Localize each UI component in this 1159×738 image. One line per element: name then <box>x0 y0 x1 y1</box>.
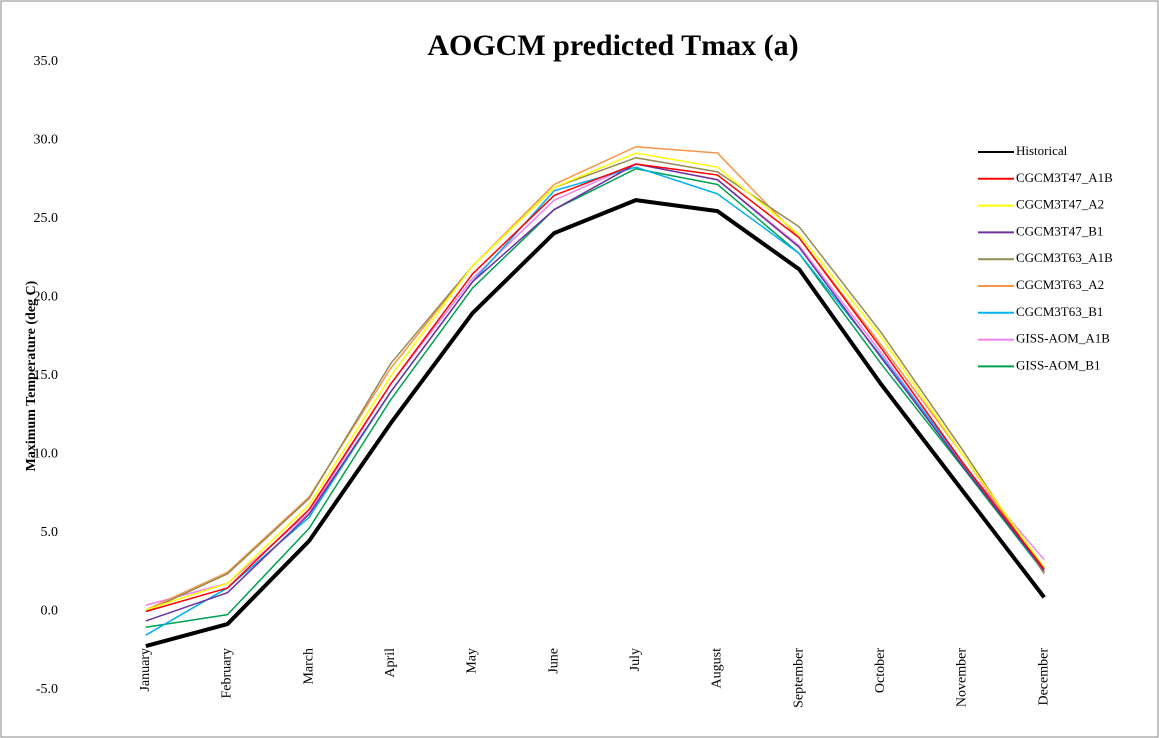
y-tick-label: 25.0 <box>34 211 59 226</box>
x-tick-label: August <box>710 648 725 689</box>
y-axis-label: Maximum Temperature (deg C) <box>24 280 39 471</box>
y-tick-label: 10.0 <box>34 447 59 462</box>
x-tick-label: June <box>546 648 561 674</box>
legend-label: CGCM3T47_B1 <box>1016 223 1103 238</box>
x-tick-label: March <box>301 648 316 685</box>
series-line <box>145 146 1045 611</box>
legend-label: CGCM3T63_A1B <box>1016 250 1113 265</box>
x-tick-label: December <box>1036 648 1051 706</box>
legend-label: GISS-AOM_A1B <box>1016 331 1110 346</box>
series-line <box>145 157 1045 613</box>
x-tick-label: January <box>138 648 153 692</box>
y-tick-label: 20.0 <box>34 290 59 305</box>
legend-label: CGCM3T63_B1 <box>1016 304 1103 319</box>
x-tick-label: February <box>220 648 235 699</box>
series-line <box>145 163 1045 613</box>
series-line <box>145 198 1046 648</box>
series-line <box>145 168 1045 628</box>
y-tick-label: 35.0 <box>34 54 59 69</box>
x-tick-label: May <box>465 648 480 674</box>
x-tick-label: April <box>383 648 398 678</box>
y-tick-label: -5.0 <box>36 682 58 697</box>
y-tick-label: 0.0 <box>41 604 59 619</box>
series-line <box>145 152 1045 611</box>
series-line <box>145 163 1045 606</box>
legend-label: CGCM3T63_A2 <box>1016 277 1104 292</box>
series-line <box>145 163 1045 622</box>
x-tick-label: November <box>955 648 970 707</box>
legend-label: Historical <box>1016 143 1068 158</box>
legend-label: CGCM3T47_A2 <box>1016 197 1104 212</box>
legend-label: CGCM3T47_A1B <box>1016 170 1113 185</box>
y-tick-label: 30.0 <box>34 133 59 148</box>
legend-label: GISS-AOM_B1 <box>1016 357 1101 372</box>
y-tick-label: 5.0 <box>41 525 59 540</box>
x-tick-label: September <box>791 648 806 708</box>
x-tick-label: July <box>628 648 643 671</box>
y-tick-label: 15.0 <box>34 368 59 383</box>
chart-title: AOGCM predicted Tmax (a) <box>427 29 798 62</box>
x-tick-label: October <box>873 648 888 693</box>
